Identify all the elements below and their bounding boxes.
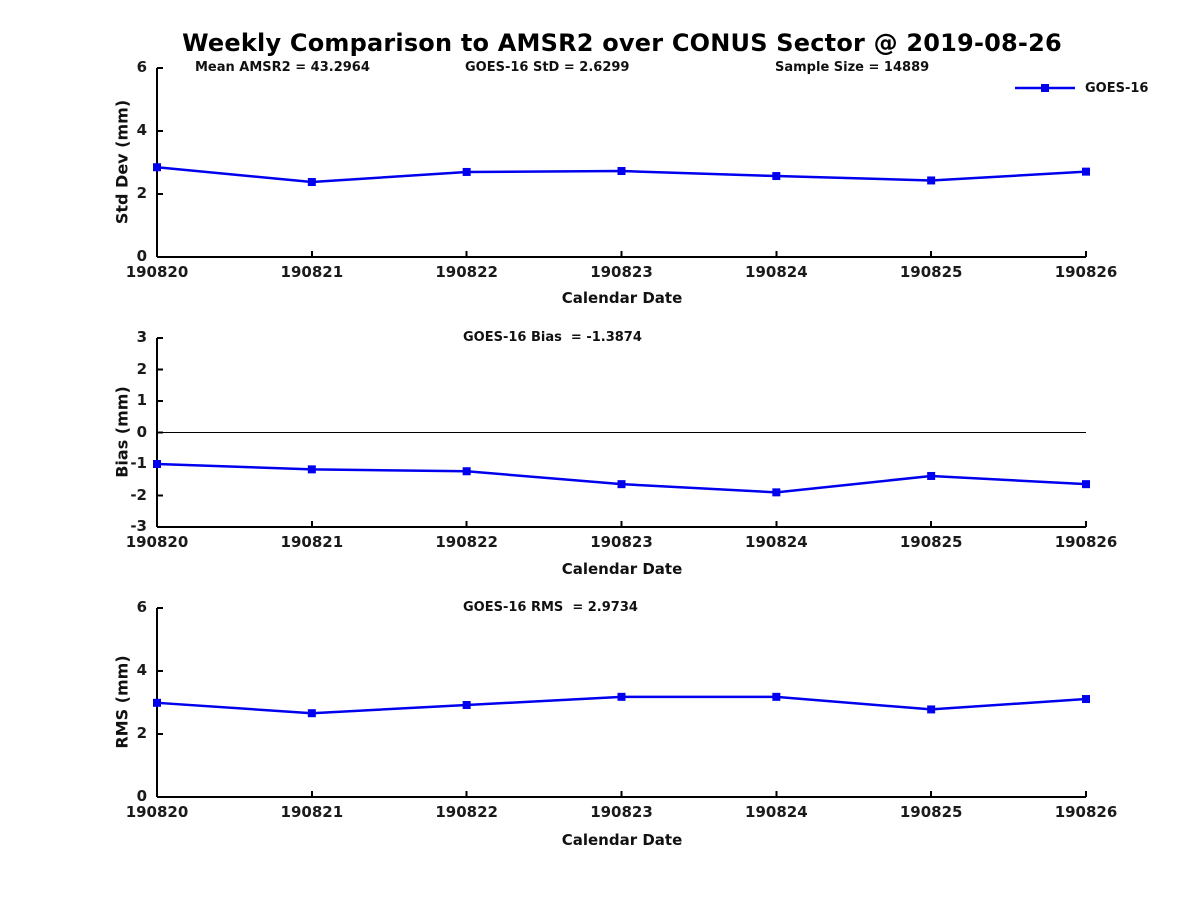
x-tick-label: 190825 (899, 803, 963, 821)
x-tick-label: 190826 (1054, 263, 1118, 281)
y-tick-label: 6 (136, 58, 147, 76)
x-tick-label: 190825 (899, 263, 963, 281)
annotation-goes16-bias: GOES-16 Bias = -1.3874 (463, 330, 642, 345)
data-point-marker (307, 465, 316, 474)
data-point-marker (307, 709, 316, 718)
data-point-marker (927, 471, 936, 480)
y-tick-label: -2 (130, 485, 147, 504)
y-tick-label: 2 (136, 724, 147, 742)
bias-subplot (153, 337, 1090, 528)
data-point-marker (617, 692, 626, 701)
x-tick-label: 190822 (435, 263, 498, 281)
data-point-marker (1082, 167, 1090, 176)
x-tick-label: 190824 (745, 263, 808, 281)
ylabel-bias: Bias (mm) (112, 386, 132, 478)
x-tick-label: 190820 (125, 803, 189, 821)
annotation-goes16-rms: GOES-16 RMS = 2.9734 (463, 600, 638, 615)
y-tick-label: 4 (136, 661, 147, 679)
x-tick-label: 190826 (1054, 533, 1118, 551)
data-point-marker (1082, 480, 1090, 489)
data-point-marker (153, 698, 161, 707)
ylabel-rms: RMS (mm) (112, 655, 132, 749)
y-tick-label: 2 (136, 184, 147, 202)
xlabel-middle: Calendar Date (561, 560, 683, 578)
x-tick-label: 190822 (435, 533, 498, 551)
data-point-marker (1082, 695, 1090, 704)
data-point-marker (772, 172, 781, 181)
y-tick-label: -1 (130, 454, 147, 472)
x-tick-label: 190823 (590, 263, 653, 281)
x-tick-label: 190821 (280, 263, 344, 281)
y-tick-label: 0 (136, 247, 147, 265)
x-tick-label: 190824 (745, 533, 808, 551)
x-tick-label: 190823 (590, 803, 653, 821)
data-point-marker (153, 163, 161, 172)
std-dev-subplot (153, 67, 1090, 258)
data-point-marker (462, 701, 471, 710)
data-point-marker (462, 467, 471, 476)
data-point-marker (927, 705, 936, 714)
xlabel-bottom: Calendar Date (561, 831, 683, 849)
y-tick-label: 6 (136, 598, 147, 616)
annotation-mean-amsr2: Mean AMSR2 = 43.2964 (195, 60, 370, 75)
annotation-sample-size: Sample Size = 14889 (775, 60, 930, 75)
legend-line-marker-icon (1015, 84, 1075, 92)
y-tick-label: -3 (130, 517, 147, 535)
legend-series-label: GOES-16 (1085, 80, 1149, 96)
data-point-marker (772, 692, 781, 701)
x-tick-label: 190826 (1054, 803, 1118, 821)
data-point-marker (927, 176, 936, 185)
x-tick-label: 190822 (435, 803, 498, 821)
annotation-goes16-std: GOES-16 StD = 2.6299 (465, 60, 630, 75)
y-tick-label: 1 (136, 391, 147, 409)
x-tick-label: 190824 (745, 803, 808, 821)
x-tick-label: 190825 (899, 533, 963, 551)
chart-title: Weekly Comparison to AMSR2 over CONUS Se… (182, 29, 1062, 57)
data-point-marker (462, 167, 471, 176)
y-tick-label: 2 (136, 359, 147, 378)
rms-subplot (153, 607, 1090, 798)
y-tick-label: 3 (136, 328, 147, 346)
data-point-marker (307, 178, 316, 187)
data-point-marker (772, 488, 781, 497)
data-point-marker (617, 480, 626, 489)
data-point-marker (617, 167, 626, 176)
x-tick-label: 190821 (280, 533, 344, 551)
x-tick-label: 190820 (125, 533, 189, 551)
legend: GOES-16 (1013, 80, 1148, 96)
xlabel-top: Calendar Date (561, 289, 683, 307)
x-tick-label: 190823 (590, 533, 653, 551)
x-tick-label: 190820 (125, 263, 189, 281)
x-tick-label: 190821 (280, 803, 344, 821)
y-tick-label: 0 (136, 787, 147, 805)
y-tick-label: 4 (136, 121, 147, 139)
y-tick-label: 0 (136, 422, 147, 441)
data-point-marker (153, 460, 161, 468)
ylabel-std-dev: Std Dev (mm) (112, 99, 132, 225)
